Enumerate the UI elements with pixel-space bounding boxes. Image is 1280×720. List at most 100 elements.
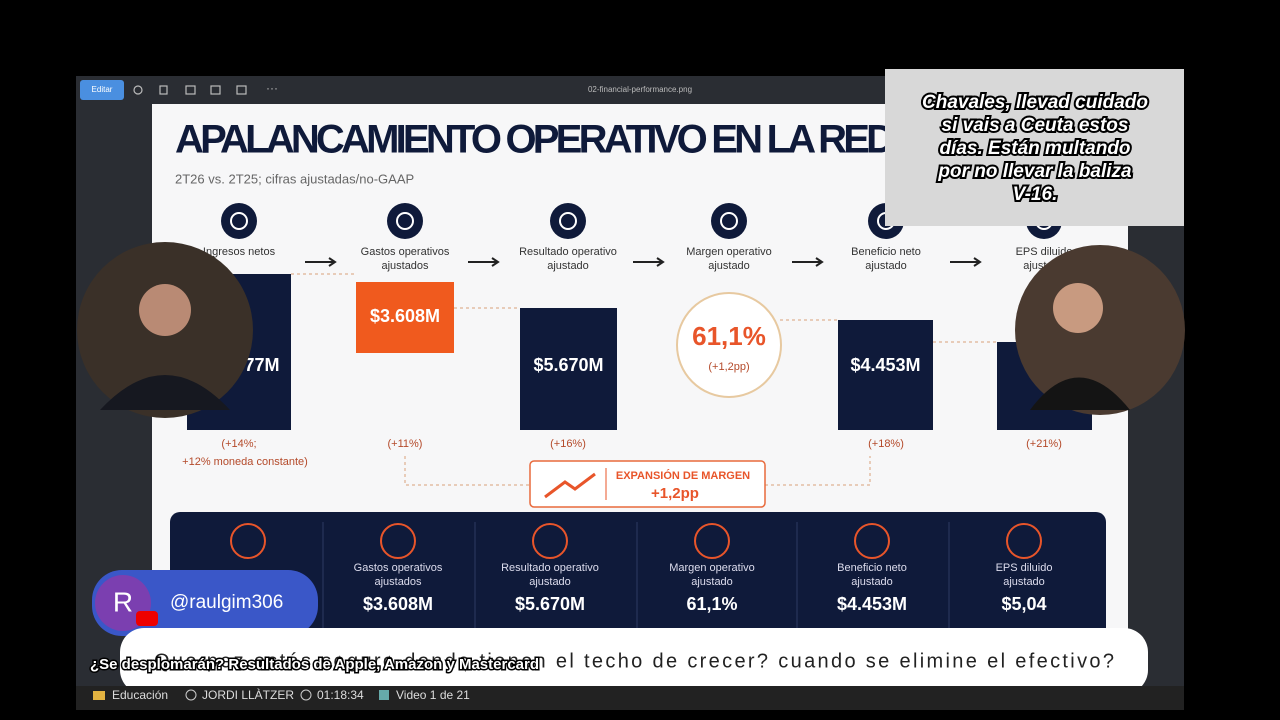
step-value: 77M (244, 355, 279, 375)
youtube-icon (136, 611, 158, 626)
summary-panel (170, 512, 1106, 640)
dashed-connector (291, 273, 997, 486)
summary-icon (694, 523, 730, 559)
step-label: EPS diluido (1016, 246, 1073, 258)
toolbar-icons (133, 85, 247, 95)
status-bar (76, 686, 1184, 710)
expansion-label: EXPANSIÓN DE MARGEN (616, 469, 750, 482)
step-change: (+21%) (1026, 438, 1062, 450)
comment-bar (120, 628, 1148, 694)
step-bar (356, 282, 454, 353)
caption-line: Chavales, llevad cuidado (922, 92, 1148, 113)
username: @raulgim306 (170, 592, 283, 613)
step-change: (+14%; (221, 438, 256, 450)
summary-value: $5.670M (515, 594, 585, 614)
step-icon (387, 203, 423, 239)
summary-label: Beneficio neto (837, 562, 907, 574)
step-icon-glyph (559, 212, 577, 230)
expansion-value: +1,2pp (651, 485, 699, 502)
webcam-face (1053, 283, 1103, 333)
step-label: ajustado (547, 260, 589, 272)
category: Educación (112, 688, 168, 702)
summary-label: ajustado (691, 576, 733, 588)
step-label: ajustados (381, 260, 429, 272)
margin-circle (676, 292, 782, 398)
webcam-body (1030, 377, 1130, 410)
step-icon (711, 203, 747, 239)
arrow (468, 257, 500, 267)
step-icon (550, 203, 586, 239)
caption-box (885, 69, 1184, 226)
summary-icon (532, 523, 568, 559)
webcam-body (100, 375, 230, 410)
avatar-initial: R (113, 586, 133, 617)
summary-icon (380, 523, 416, 559)
playlist-position: Video 1 de 21 (396, 688, 470, 702)
arrow (792, 257, 824, 267)
step-icon (221, 203, 257, 239)
arrow (950, 257, 982, 267)
step-label: Resultado operativo (519, 246, 617, 258)
step-icon-glyph (720, 212, 738, 230)
step-bar (838, 320, 933, 430)
margin-value: 61,1% (692, 321, 766, 351)
arrow (305, 257, 337, 267)
caption-line: si vais a Ceuta estos (942, 115, 1129, 136)
trend-icon (544, 472, 596, 499)
slide-title: APALANCAMIENTO OPERATIVO EN LA RED (175, 118, 895, 162)
step-value: $3.608M (370, 306, 440, 326)
clock-icon (300, 689, 312, 701)
comment: Que pez estás seguro donde tienen el tec… (154, 650, 1114, 672)
step-label: Margen operativo (686, 246, 772, 258)
step-value: $4.453M (850, 355, 920, 375)
webcam-right[interactable] (1015, 245, 1185, 415)
summary-value: 61,1% (686, 594, 737, 614)
summary-value: $3.608M (363, 594, 433, 614)
caption-line: por no llevar la baliza (937, 161, 1132, 182)
summary-label: Margen operativo (669, 562, 755, 574)
caption-line: días. Están multando (939, 138, 1130, 159)
step-change: (+1,2pp) (708, 361, 749, 373)
step-change: (+16%) (550, 438, 586, 450)
edit-label: Editar (92, 85, 113, 94)
summary-icon (230, 523, 266, 559)
step-icon-glyph (396, 212, 414, 230)
step-value: $5.670M (533, 355, 603, 375)
duration: 01:18:34 (317, 688, 364, 702)
video-title: ¿Se desplomarán? Resultados de Apple, Am… (90, 656, 539, 673)
caption-line: V-16. (1013, 184, 1058, 205)
arrow (633, 257, 665, 267)
summary-label: ajustado (1003, 576, 1045, 588)
folder-icon (93, 691, 105, 700)
step-label: Gastos operativos (361, 246, 450, 258)
summary-label: ajustado (851, 576, 893, 588)
summary-value: $4.453M (837, 594, 907, 614)
step-change: (+18%) (868, 438, 904, 450)
edit-button[interactable] (80, 80, 124, 100)
more[interactable]: ··· (266, 81, 278, 95)
summary-label: Resultado operativo (501, 562, 599, 574)
author: JORDI LLÀTZER (202, 687, 294, 702)
step-change: (+11%) (388, 438, 423, 450)
step-label: Ingresos netos (203, 246, 276, 258)
filename: 02-financial-performance.png (588, 85, 692, 94)
step-label: Beneficio neto (851, 246, 921, 258)
summary-label: Gastos operativos (354, 562, 443, 574)
summary-label: ajustados (374, 576, 422, 588)
step-bar (520, 308, 617, 430)
step-label: ajustado (708, 260, 750, 272)
summary-value: $5,04 (1001, 594, 1046, 614)
summary-label: EPS diluido (996, 562, 1053, 574)
summary-icon (854, 523, 890, 559)
slide-subtitle: 2T26 vs. 2T25; cifras ajustadas/no-GAAP (175, 171, 414, 186)
step-icon-glyph (230, 212, 248, 230)
list-icon (379, 690, 389, 700)
webcam-face (139, 284, 191, 336)
user-icon (185, 689, 197, 701)
summary-icon (1006, 523, 1042, 559)
summary-label: ajustado (529, 576, 571, 588)
step-change: +12% moneda constante) (182, 456, 308, 468)
step-label: ajustado (865, 260, 907, 272)
expansion-box (529, 460, 766, 508)
